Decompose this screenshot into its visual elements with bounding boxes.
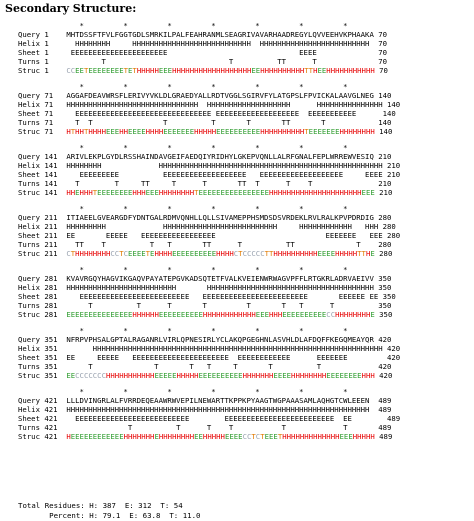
position-marker-row: * * * * * * * (18, 204, 348, 214)
totals: Total Residues: H: 387 E: 312 T: 54 Perc… (18, 491, 201, 521)
struc-row: Struc 141 HHEHHHTEEEEEEEEHHHEEEHHHHHHHHT… (18, 187, 393, 197)
helix-row: Helix 351 HHHHHHHHHHHHHHHHHHHHHHHHHHHHHH… (18, 343, 401, 353)
position-marker-row: * * * * * * * (18, 265, 348, 275)
struc-row: Struc 351 EECCCCCCCHHHHHHHHHHHEEEEEHHHHH… (18, 370, 393, 380)
turns-row: Turns 211 TT T T T TT T TT T 280 (18, 239, 392, 249)
percent-line: Percent: H: 79.1 E: 63.8 T: 11.0 (49, 511, 201, 520)
struc-row: Struc 211 CTHHHHHHHHCCTCEEEETEHHHHEEEEEE… (18, 248, 393, 258)
percent-e: 63.8 (142, 511, 161, 520)
total-e: 312 (138, 501, 152, 510)
sheet-row: Sheet 351 EE EEEEE EEEEEEEEEEEEEEEEEEEEE… (18, 352, 401, 362)
struc-row: Struc 1 CCEETEEEEEEEETETHHHHHEEEHHHHHHHH… (18, 65, 388, 75)
helix-row: Helix 141 HHHHHHHH HHHHHHHHHHHHHHHHHHHHH… (18, 160, 401, 170)
query-row: Query 71 AGGAFDEAVWRSFLERIVYVKLDLGRAEDYA… (18, 90, 392, 100)
query-row: Query 351 NFRPVPHSALGPTALRAGANRLVIRLQPNE… (18, 335, 392, 345)
totals-label: Total Residues: (18, 501, 85, 510)
sheet-row: Sheet 281 EEEEEEEEEEEEEEEEEEEEEEEEE EEEE… (18, 291, 396, 301)
sheet-row: Sheet 71 EEEEEEEEEEEEEEEEEEEEEEEEEEEEEEE… (18, 108, 396, 118)
total-t: 54 (173, 501, 183, 510)
totals-line: Total Residues: H: 387 E: 312 T: 54 (18, 501, 183, 510)
position-marker-row: * * * * * * * (18, 387, 348, 397)
position-marker-row: * * * * * * * (18, 326, 348, 336)
position-marker-row: * * * * * * * (18, 82, 348, 92)
sheet-row: Sheet 141 EEEEEEEEE EEEEEEEEEEEEEEEEEEE … (18, 169, 401, 179)
position-marker-row: * * * * * * * (18, 21, 348, 30)
helix-row: Helix 281 HHHHHHHHHHHHHHHHHHHHHHHHH HHHH… (18, 282, 392, 292)
sheet-row: Sheet 1 EEEEEEEEEEEEEEEEEEEEEE EEEE 70 (18, 47, 388, 57)
sequence-block: * * * * * * * Query 211 ITIAEELGVEARGDFYD… (18, 204, 401, 258)
sheet-row: Sheet 421 EEEEEEEEEEEEEEEEEEEEEEEEEE EEE… (18, 413, 401, 423)
percent-label: Percent: (49, 511, 85, 520)
helix-row: Helix 421 HHHHHHHHHHHHHHHHHHHHHHHHHHHHHH… (18, 405, 392, 414)
query-row: Query 141 ARIVLEKPLGYDLRSSHAINDAVGEIFAED… (18, 151, 392, 161)
query-row: Query 211 ITIAEELGVEARGDFYDNTGALRDMVQNHL… (18, 213, 392, 222)
struc-row: Struc 281 EEEEEEEEEEEEEEEHHHHHHEEEEEEEEE… (18, 309, 393, 319)
sequence-block: * * * * * * * Query 421 LLLDVINGRLALFVRRD… (18, 387, 401, 441)
turns-row: Turns 71 T T T T T TT T 140 (18, 117, 392, 127)
turns-row: Turns 1 T T TT T 70 (18, 56, 388, 66)
sheet-row: Sheet 211 EE EEEEE EEEEEEEEEEEEEEEEE EEE… (18, 230, 401, 240)
struc-row: Struc 421 HEEEEEEEEEEEEHHHHHHHEHHHHHHHHE… (18, 431, 393, 441)
sequence-block: * * * * * * * Query 71 AGGAFDEAVWRSFLERIV… (18, 82, 401, 136)
sequence-block: * * * * * * * Query 1 MHTDSSFTFVLFGGTGDLS… (18, 21, 400, 75)
total-h: 387 (102, 501, 116, 510)
query-row: Query 421 LLLDVINGRLALFVRRDEQEAAWRWVEPIL… (18, 396, 392, 406)
helix-row: Helix 1 HHHHHHHH HHHHHHHHHHHHHHHHHHHHHHH… (18, 38, 388, 48)
page-title: Secondary Structure: (5, 2, 137, 15)
struc-row: Struc 71 HTHHTHHHHEEEHHEEEEHHHHEEEEEEEHH… (18, 126, 393, 136)
sequence-block: * * * * * * * Query 281 KVAVRGQYHAGVIKGAQ… (18, 265, 400, 319)
query-row: Query 281 KVAVRGQYHAGVIKGAQVPAYATEPGVKAD… (18, 274, 392, 284)
turns-row: Turns 421 T T T T T T 489 (18, 422, 392, 432)
percent-t: 11.0 (182, 511, 201, 520)
alignment-blocks: * * * * * * * Query 1 MHTDSSFTFVLFGGTGDLS… (18, 21, 401, 449)
sequence-block: * * * * * * * Query 141 ARIVLEKPLGYDLRSSH… (18, 143, 401, 197)
sequence-block: * * * * * * * Query 351 NFRPVPHSALGPTALRA… (18, 326, 401, 380)
turns-row: Turns 141 T T TT T T TT T T T 210 (18, 178, 392, 188)
position-marker-row: * * * * * * * (18, 143, 348, 153)
percent-h: 79.1 (102, 511, 121, 520)
turns-row: Turns 351 T T T T T T T 420 (18, 361, 392, 371)
helix-row: Helix 211 HHHHHHHHH HHHHHHHHHHHHHHHHHHHH… (18, 221, 396, 231)
query-row: Query 1 MHTDSSFTFVLFGGTGDLSMRKILPALFEAHR… (18, 29, 388, 39)
turns-row: Turns 281 T T T T T T T T 350 (18, 300, 392, 310)
helix-row: Helix 71 HHHHHHHHHHHHHHHHHHHHHHHHHHHHHH … (18, 99, 401, 109)
